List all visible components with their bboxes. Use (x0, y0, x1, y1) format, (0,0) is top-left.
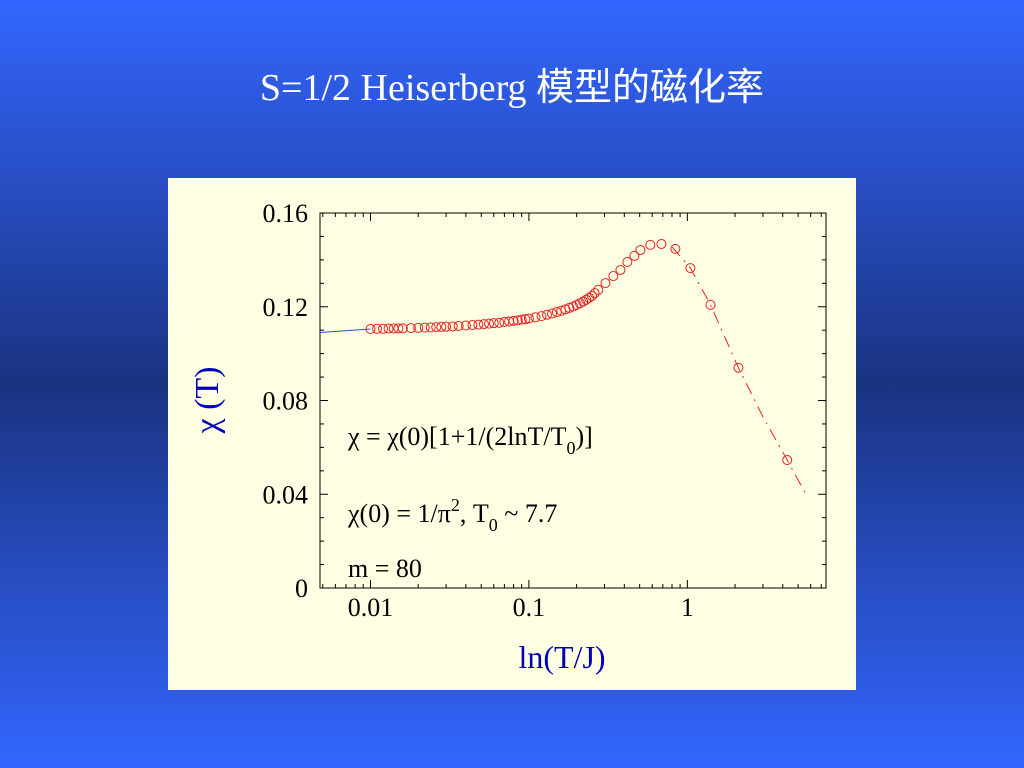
data-point (467, 320, 478, 331)
data-point (405, 323, 416, 334)
annotation: χ = χ(0)[1+1/(2lnT/T0)] (347, 422, 593, 458)
data-point (447, 321, 458, 332)
data-point (460, 320, 471, 331)
data-point (436, 321, 447, 332)
data-point (431, 322, 442, 333)
annotation-part: 2 (451, 495, 460, 515)
data-point (560, 304, 571, 315)
data-point (670, 243, 681, 254)
annotation: χ(0) = 1/π2, T0 ~ 7.7 (347, 495, 557, 535)
y-tick-label: 0 (295, 574, 308, 603)
data-point (782, 455, 793, 466)
line (671, 246, 807, 495)
data-point (494, 317, 505, 328)
data-point (629, 250, 640, 261)
data-point (600, 278, 611, 289)
data-point (520, 314, 531, 325)
data-point (488, 318, 499, 329)
x-tick-label: 0.01 (348, 593, 394, 622)
data-point (372, 323, 383, 334)
annotation-part: ~ 7.7 (498, 499, 558, 528)
data-point (393, 323, 404, 334)
annotation: m = 80 (348, 554, 422, 583)
data-point (547, 308, 558, 319)
x-axis-label: ln(T/J) (518, 639, 605, 675)
y-tick-label: 0.12 (263, 293, 309, 322)
annotation-part: 0 (489, 515, 498, 535)
y-tick-label: 0.08 (263, 387, 309, 416)
data-point (516, 314, 527, 325)
data-point (635, 245, 646, 256)
data-point (397, 323, 408, 334)
data-point (656, 238, 667, 249)
data-point (685, 263, 696, 274)
chart-panel (168, 178, 856, 690)
line (320, 328, 371, 334)
data-point (478, 319, 489, 330)
data-point (578, 296, 589, 307)
data-point (512, 315, 523, 326)
data-point (705, 299, 716, 310)
data-point (536, 311, 547, 322)
slide-title: S=1/2 Heiserberg 模型的磁化率 (260, 67, 764, 109)
data-point (441, 321, 452, 332)
data-point (615, 264, 626, 275)
annotation-part: χ(0) = 1/π (347, 499, 451, 528)
data-point (530, 312, 541, 323)
x-tick-label: 1 (681, 593, 694, 622)
annotation-part: )] (575, 422, 592, 451)
annotation-part: , T (460, 499, 489, 528)
data-point (593, 284, 604, 295)
data-point (586, 290, 597, 301)
y-tick-label: 0.16 (263, 199, 309, 228)
data-point (383, 323, 394, 334)
data-point (541, 309, 552, 320)
data-point (453, 320, 464, 331)
annotation-part: m = 80 (348, 554, 422, 583)
data-point (508, 315, 519, 326)
data-point (419, 322, 430, 333)
data-point (589, 288, 600, 299)
data-point (645, 239, 656, 250)
data-point (425, 322, 436, 333)
data-point (733, 362, 744, 373)
data-point (581, 294, 592, 305)
plot-area (320, 238, 807, 495)
data-point (473, 319, 484, 330)
y-axis-label: χ (T) (189, 366, 226, 434)
annotation-part: χ = χ(0)[1+1/(2lnT/T (347, 422, 567, 451)
annotation-part: 0 (566, 438, 575, 458)
data-point (523, 313, 534, 324)
data-point (608, 271, 619, 282)
y-tick-label: 0.04 (263, 480, 309, 509)
data-point (484, 318, 495, 329)
data-point (413, 322, 424, 333)
data-point (622, 256, 633, 267)
data-point (378, 323, 389, 334)
x-tick-label: 0.1 (513, 593, 546, 622)
